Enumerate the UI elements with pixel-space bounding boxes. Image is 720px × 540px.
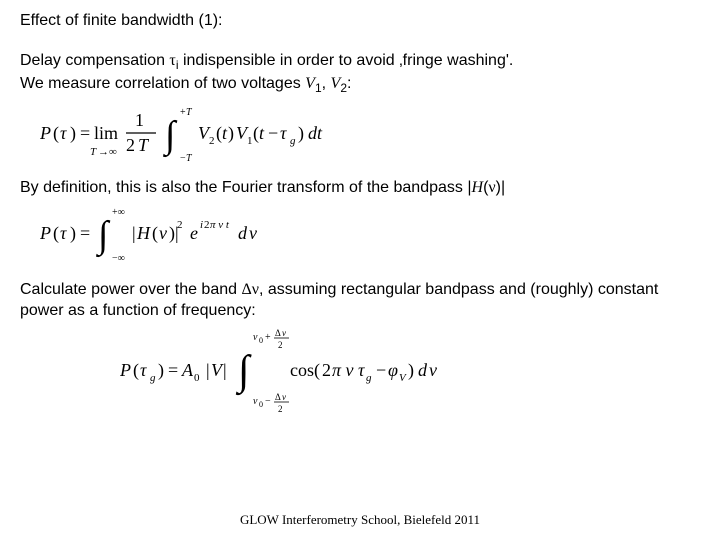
svg-text:lim: lim [94,123,118,143]
comma: , [322,75,331,92]
v1-symbol: V [305,75,315,92]
svg-text:∫: ∫ [96,214,111,258]
equation-2: P ( τ ) = ∫ +∞ −∞ | H ( ν )| 2 e i 2 [40,201,700,265]
svg-text:g: g [150,372,156,384]
svg-text:0: 0 [194,372,200,384]
svg-text:+: + [265,332,271,343]
text: indispensible in order to avoid ‚fringe … [179,52,514,69]
svg-text:=: = [168,360,178,380]
svg-text:ν: ν [249,223,257,243]
svg-text:=: = [80,223,90,243]
paragraph-2: By definition, this is also the Fourier … [20,179,700,197]
v1-subscript: 1 [315,82,322,96]
text: Calculate power over the band [20,281,241,298]
svg-text:): ) [70,123,76,144]
slide-title: Effect of finite bandwidth (1): [20,12,700,30]
text: We measure correlation of two voltages [20,75,305,92]
svg-text:d: d [238,223,248,243]
svg-text:(: ( [53,123,59,144]
svg-text:): ) [408,360,414,381]
svg-text:e: e [190,223,198,243]
svg-text:|: | [223,360,227,380]
svg-text:dt: dt [308,123,323,143]
svg-text:=: = [80,123,90,143]
svg-text:P: P [40,223,51,243]
svg-text:τ: τ [60,123,67,143]
text: : [347,75,351,92]
equation-1: P ( τ ) = lim T →∞ 1 2 T ∫ + T − T V [40,101,700,165]
svg-text:): ) [70,223,76,244]
svg-text:τ: τ [140,360,147,380]
svg-text:0: 0 [259,400,263,409]
svg-text:2: 2 [322,360,331,380]
svg-text:(: ( [53,223,59,244]
svg-text:ν: ν [429,360,437,380]
svg-text:A: A [181,360,194,380]
svg-text:2: 2 [204,219,210,231]
svg-text:H: H [136,223,151,243]
svg-text:t: t [259,123,265,143]
svg-text:T: T [186,153,193,164]
svg-text:ν: ν [159,223,167,243]
svg-text:π ν τ: π ν τ [332,360,365,380]
svg-text:τ: τ [60,223,67,243]
svg-text:T: T [90,146,97,158]
svg-text:1: 1 [247,135,253,147]
svg-text:g: g [290,135,296,147]
slide-footer: GLOW Interferometry School, Bielefeld 20… [0,512,720,528]
svg-text:ν: ν [253,332,258,343]
svg-text:cos(: cos( [290,360,320,381]
svg-text:Δ: Δ [275,328,281,338]
text: By definition, this is also the Fourier … [20,179,472,196]
svg-text:∫: ∫ [235,348,252,396]
svg-text:): ) [158,360,164,381]
svg-text:2: 2 [209,135,215,147]
svg-text:−: − [265,396,271,407]
text: Delay compensation [20,52,169,69]
svg-text:τ: τ [280,123,287,143]
svg-text:∫: ∫ [163,114,178,158]
v2-symbol: V [331,75,341,92]
svg-text:T: T [186,107,193,118]
svg-text:P: P [40,123,51,143]
svg-text:d: d [418,360,428,380]
svg-text:−: − [268,123,278,143]
text: )| [496,179,505,196]
svg-text:2: 2 [177,219,183,231]
svg-text:g: g [366,372,372,384]
paragraph-3: Calculate power over the band Δν, assumi… [20,279,700,322]
svg-text:1: 1 [135,110,144,130]
svg-text:2: 2 [278,340,283,350]
equation-3: P ( τ g ) = A 0 | V | ∫ ν 0 + Δ ν 2 [120,326,700,416]
svg-text:): ) [298,123,304,144]
svg-text:Δ: Δ [275,392,281,402]
svg-text:ν: ν [282,392,286,402]
svg-text:ν: ν [282,328,286,338]
svg-text:(: ( [152,223,158,244]
svg-text:−: − [376,360,386,380]
svg-text:|: | [132,223,136,243]
v2-subscript: 2 [340,82,347,96]
delta-nu-symbol: Δν [241,281,259,298]
h-symbol: H [472,179,484,196]
svg-text:P: P [120,360,131,380]
svg-text:+∞: +∞ [112,207,125,218]
nu-symbol: ν [488,179,495,196]
svg-text:i: i [200,219,203,231]
svg-text:2: 2 [278,404,283,414]
svg-text:φ: φ [388,360,398,380]
svg-text:→∞: →∞ [98,146,117,158]
svg-text:ν: ν [253,396,258,407]
svg-text:−∞: −∞ [112,253,125,264]
svg-text:0: 0 [259,336,263,345]
svg-text:V: V [399,372,407,384]
svg-text:): ) [228,123,234,144]
svg-text:T: T [138,135,150,155]
svg-text:π ν t: π ν t [210,219,230,231]
svg-text:|: | [206,360,210,380]
svg-text:2: 2 [126,135,135,155]
paragraph-1: Delay compensation τi indispensible in o… [20,50,700,97]
svg-text:(: ( [133,360,139,381]
